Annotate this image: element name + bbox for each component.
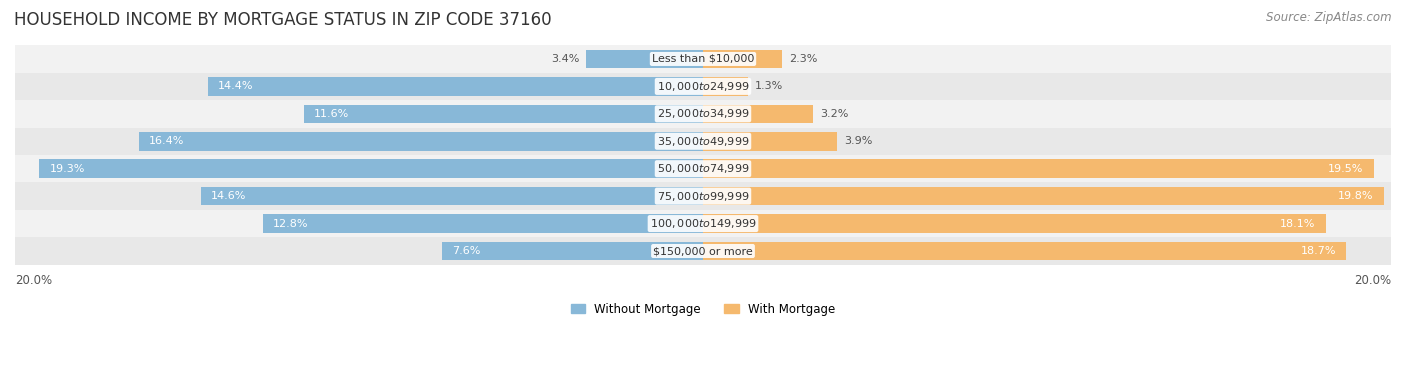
Text: 19.3%: 19.3% — [49, 164, 84, 174]
Text: 18.7%: 18.7% — [1301, 246, 1336, 256]
Text: HOUSEHOLD INCOME BY MORTGAGE STATUS IN ZIP CODE 37160: HOUSEHOLD INCOME BY MORTGAGE STATUS IN Z… — [14, 11, 551, 29]
Text: $75,000 to $99,999: $75,000 to $99,999 — [657, 190, 749, 203]
Text: 12.8%: 12.8% — [273, 218, 308, 229]
Bar — [703, 50, 782, 68]
Text: $150,000 or more: $150,000 or more — [654, 246, 752, 256]
Text: 1.3%: 1.3% — [755, 81, 783, 91]
Text: 7.6%: 7.6% — [451, 246, 481, 256]
Text: 20.0%: 20.0% — [1354, 274, 1391, 287]
Text: 3.4%: 3.4% — [551, 54, 579, 64]
Text: 20.0%: 20.0% — [15, 274, 52, 287]
Bar — [15, 237, 1391, 265]
Bar — [441, 242, 703, 260]
Text: 19.8%: 19.8% — [1339, 191, 1374, 201]
Bar — [703, 187, 1384, 206]
Legend: Without Mortgage, With Mortgage: Without Mortgage, With Mortgage — [567, 298, 839, 320]
Text: 3.2%: 3.2% — [820, 109, 848, 119]
Bar — [304, 104, 703, 123]
Text: $35,000 to $49,999: $35,000 to $49,999 — [657, 135, 749, 148]
Bar — [15, 127, 1391, 155]
Text: $25,000 to $34,999: $25,000 to $34,999 — [657, 107, 749, 120]
Text: $100,000 to $149,999: $100,000 to $149,999 — [650, 217, 756, 230]
Bar — [39, 160, 703, 178]
Text: $10,000 to $24,999: $10,000 to $24,999 — [657, 80, 749, 93]
Bar — [15, 155, 1391, 183]
Bar — [15, 45, 1391, 73]
Bar — [703, 104, 813, 123]
Bar — [703, 132, 837, 150]
Bar — [15, 100, 1391, 127]
Bar — [15, 73, 1391, 100]
Text: 3.9%: 3.9% — [844, 136, 872, 146]
Bar — [201, 187, 703, 206]
Bar — [15, 210, 1391, 237]
Bar — [139, 132, 703, 150]
Text: 18.1%: 18.1% — [1279, 218, 1316, 229]
Text: 2.3%: 2.3% — [789, 54, 817, 64]
Text: 16.4%: 16.4% — [149, 136, 184, 146]
Bar — [263, 214, 703, 233]
Bar — [703, 160, 1374, 178]
Bar — [703, 214, 1326, 233]
Text: 11.6%: 11.6% — [315, 109, 350, 119]
Text: 14.4%: 14.4% — [218, 81, 253, 91]
Bar — [586, 50, 703, 68]
Text: Source: ZipAtlas.com: Source: ZipAtlas.com — [1267, 11, 1392, 24]
Text: 19.5%: 19.5% — [1329, 164, 1364, 174]
Bar — [208, 77, 703, 96]
Bar — [703, 242, 1347, 260]
Bar — [703, 77, 748, 96]
Text: 14.6%: 14.6% — [211, 191, 246, 201]
Text: $50,000 to $74,999: $50,000 to $74,999 — [657, 162, 749, 175]
Bar — [15, 183, 1391, 210]
Text: Less than $10,000: Less than $10,000 — [652, 54, 754, 64]
